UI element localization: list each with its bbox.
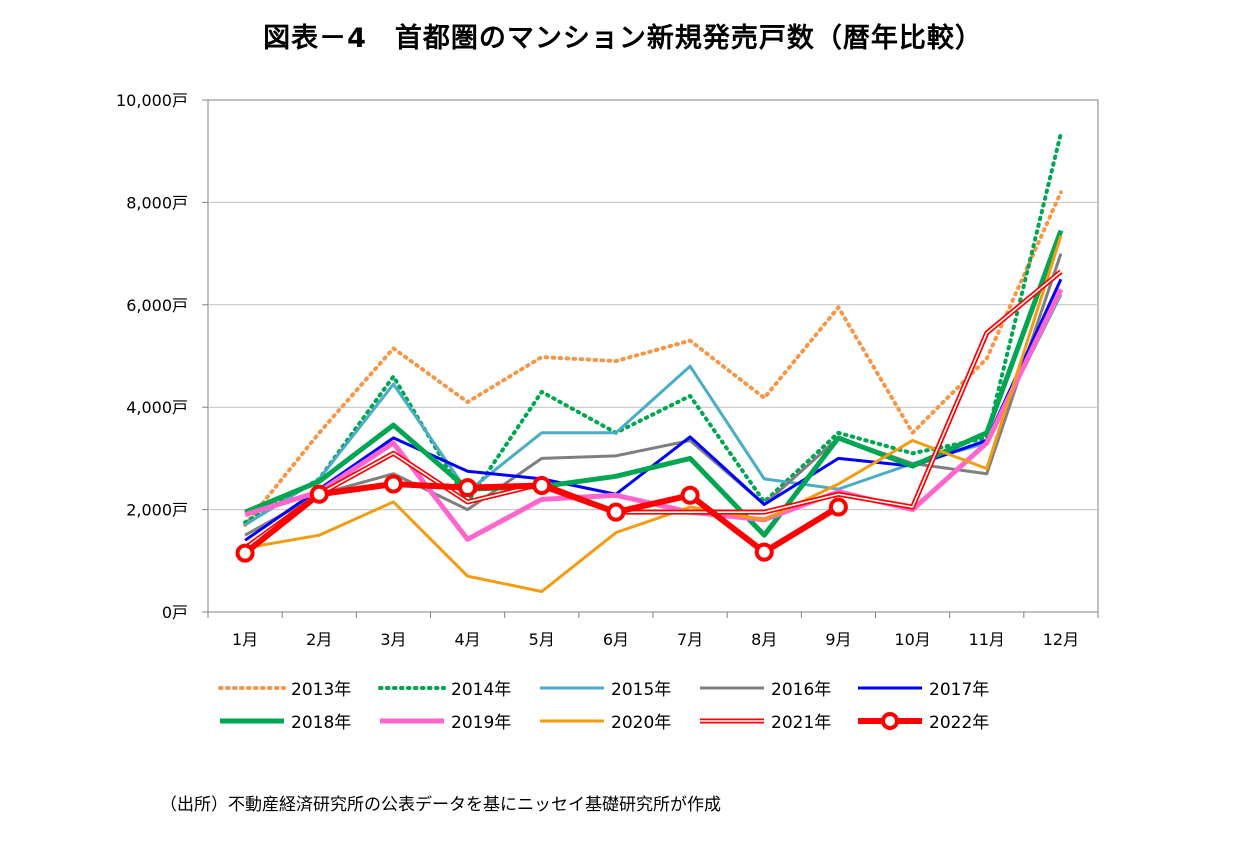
legend-label: 2022年 — [929, 713, 989, 733]
x-tick-label: 12月 — [1043, 630, 1079, 649]
x-tick-label: 4月 — [454, 630, 480, 649]
x-tick-label: 1月 — [232, 630, 258, 649]
data-point — [383, 474, 403, 494]
series-2022 — [235, 474, 848, 563]
gridlines — [208, 201, 1098, 511]
x-tick-label: 5月 — [529, 630, 555, 649]
data-point — [828, 497, 848, 517]
y-tick-label: 4,000戸 — [126, 398, 188, 417]
series-2021 — [243, 269, 1063, 551]
legend: 2013年 2014年 2015年 2016年 2017年 2018年 2019年 2020年… — [218, 680, 989, 733]
series-line-2018 — [244, 229, 1064, 538]
series-2020 — [244, 235, 1063, 594]
x-tick-label: 10月 — [894, 630, 930, 649]
y-tick-label: 10,000戸 — [116, 91, 188, 110]
legend-item-2015: 2015年 — [540, 680, 671, 700]
legend-item-2016: 2016年 — [700, 680, 831, 700]
series-line-2021-inner — [244, 270, 1062, 549]
legend-label: 2020年 — [611, 713, 671, 733]
y-tick-label: 8,000戸 — [126, 193, 188, 212]
x-axis: 1月 2月 3月 4月 5月 6月 7月 8月 9月 10月 11月 12月 — [207, 612, 1099, 649]
x-tick-label: 8月 — [751, 630, 777, 649]
data-point — [235, 543, 255, 563]
series-lines — [235, 131, 1064, 594]
legend-label: 2017年 — [929, 680, 989, 700]
data-point — [754, 542, 774, 562]
x-tick-label: 6月 — [603, 630, 629, 649]
y-tick-label: 2,000戸 — [126, 501, 188, 520]
legend-label: 2015年 — [611, 680, 671, 700]
data-point — [606, 502, 626, 522]
series-line-2016 — [244, 253, 1063, 537]
legend-marker — [881, 712, 899, 730]
legend-item-2020: 2020年 — [540, 713, 671, 733]
source-note: （出所）不動産経済研究所の公表データを基にニッセイ基礎研究所が作成 — [160, 795, 721, 815]
legend-label: 2018年 — [291, 713, 351, 733]
series-2013 — [243, 190, 1063, 527]
legend-item-2019: 2019年 — [380, 713, 511, 733]
legend-label: 2014年 — [451, 680, 511, 700]
y-tick-label: 6,000戸 — [126, 296, 188, 315]
series-line-2013 — [243, 190, 1063, 527]
legend-label: 2021年 — [771, 713, 831, 733]
chart-title: 図表－4 首都圏のマンション新規発売戸数（暦年比較） — [263, 23, 983, 54]
data-point — [309, 484, 329, 504]
legend-label: 2016年 — [771, 680, 831, 700]
line-chart: 0戸 2,000戸 4,000戸 6,000戸 8,000戸 10,000戸 1月 2月 3月… — [116, 91, 1099, 733]
legend-item-2014: 2014年 — [378, 680, 511, 700]
series-line-2014 — [243, 131, 1063, 525]
legend-label: 2013年 — [291, 680, 351, 700]
data-point — [680, 485, 700, 505]
data-point — [532, 476, 552, 496]
series-2016 — [244, 253, 1063, 537]
x-tick-label: 11月 — [969, 630, 1005, 649]
legend-item-2018: 2018年 — [220, 713, 351, 733]
series-2018 — [244, 229, 1064, 538]
legend-item-2017: 2017年 — [858, 680, 989, 700]
series-line-2020 — [244, 235, 1063, 594]
y-axis: 0戸 2,000戸 4,000戸 6,000戸 8,000戸 10,000戸 — [116, 91, 208, 622]
x-tick-label: 9月 — [825, 630, 851, 649]
series-2014 — [243, 131, 1063, 525]
y-tick-label: 0戸 — [162, 603, 188, 622]
data-point — [458, 478, 478, 498]
legend-item-2022: 2022年 — [858, 712, 989, 733]
legend-label: 2019年 — [451, 713, 511, 733]
plot-area — [207, 99, 1099, 613]
x-tick-label: 3月 — [380, 630, 406, 649]
legend-item-2021: 2021年 — [700, 713, 831, 733]
x-tick-label: 2月 — [306, 630, 332, 649]
x-tick-label: 7月 — [677, 630, 703, 649]
legend-item-2013: 2013年 — [218, 680, 351, 700]
